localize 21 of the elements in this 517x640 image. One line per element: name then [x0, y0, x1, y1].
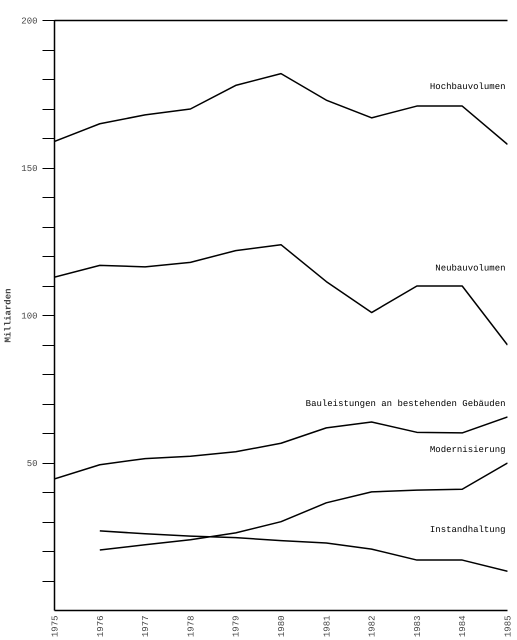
- x-tick-label: 1980: [277, 615, 287, 638]
- x-tick-label: 1977: [141, 615, 152, 638]
- x-tick-label: 1983: [412, 615, 423, 638]
- series-label: Neubauvolumen: [435, 264, 506, 274]
- x-tick-label: 1984: [458, 615, 468, 638]
- y-tick-label: 150: [21, 164, 38, 174]
- x-tick-label: 1976: [96, 615, 106, 638]
- x-tick-label: 1982: [368, 615, 378, 638]
- x-tick-label: 1978: [186, 615, 196, 638]
- y-tick-label: 200: [21, 16, 38, 26]
- y-tick-label: 50: [26, 459, 38, 469]
- text: Instandhaltung: [430, 524, 506, 535]
- y-axis-title: Milliarden: [3, 288, 14, 343]
- x-tick-label: 1979: [232, 615, 242, 638]
- series-label: Hochbauvolumen: [430, 82, 506, 92]
- x-tick-label: 1981: [322, 615, 332, 638]
- y-tick-label: 100: [21, 312, 38, 322]
- x-tick-label: 1985: [504, 615, 514, 638]
- x-tick-label: 1975: [50, 615, 60, 638]
- series-label: Bauleistungen an bestehenden Gebäuden: [306, 398, 506, 409]
- series-label: Modernisierung: [430, 445, 506, 455]
